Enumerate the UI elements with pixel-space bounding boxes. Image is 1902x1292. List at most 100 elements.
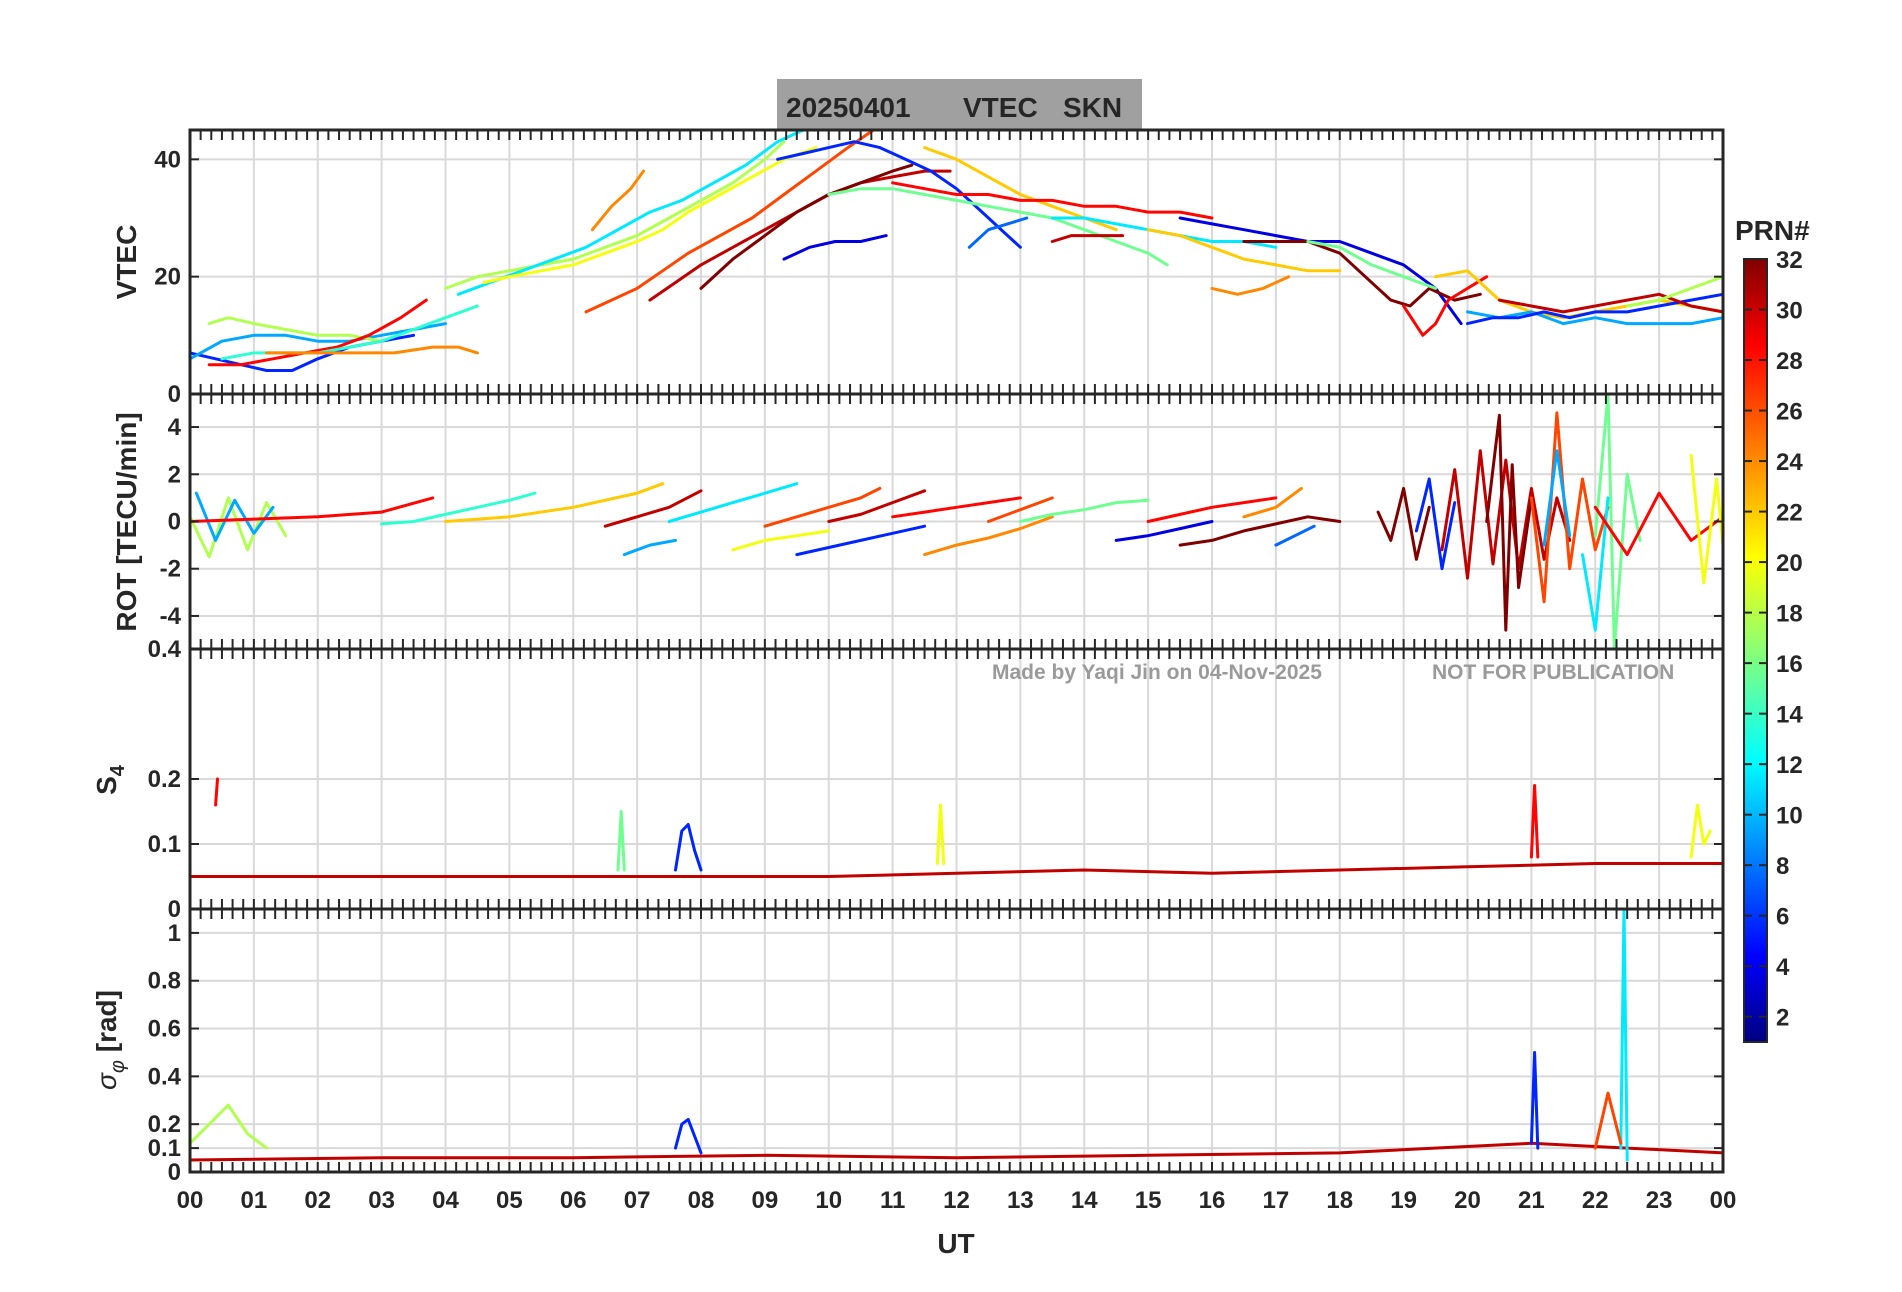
- watermark-author: Made by Yaqi Jin on 04-Nov-2025: [992, 661, 1322, 684]
- series-line-prn-6: [674, 823, 703, 872]
- series-line-prn-8: [1274, 524, 1316, 547]
- series-line-prn-26: [763, 486, 882, 528]
- x-tick-label: 21: [1518, 1187, 1545, 1214]
- x-tick-label: 06: [560, 1187, 587, 1214]
- title-station: SKN: [1063, 92, 1122, 123]
- chart-title: 20250401 VTEC SKN: [777, 79, 1142, 130]
- s4-ticks: 0 0.1 0.2 0.4: [148, 636, 1724, 923]
- series-line-prn-10: [188, 322, 447, 361]
- x-tick-labels: 00 01 02 03 04 05 06 07 08 09 10 11 12 13 14 15 16 17 18 19…: [177, 1187, 1737, 1214]
- x-tick-label: 10: [815, 1187, 842, 1214]
- y-tick-label: 0.1: [148, 831, 181, 858]
- series-line-prn-24: [1242, 486, 1303, 519]
- x-tick-label: 07: [624, 1187, 651, 1214]
- x-tick-label: 23: [1646, 1187, 1673, 1214]
- s4-ylabel: S4: [91, 764, 129, 795]
- series-line-prn-30: [188, 1141, 1725, 1162]
- series-line-prn-6: [1466, 292, 1725, 326]
- x-tick-label: 01: [241, 1187, 268, 1214]
- y-tick-label: 0.4: [148, 1063, 182, 1090]
- series-line-prn-10: [1542, 449, 1572, 547]
- series-line-prn-18: [188, 496, 288, 559]
- series-line-prn-12: [1619, 907, 1629, 1162]
- y-tick-label: -4: [160, 603, 182, 630]
- y-tick-label: 0: [168, 896, 181, 923]
- series-line-prn-30: [827, 489, 927, 523]
- x-tick-label: 09: [752, 1187, 779, 1214]
- series-line-prn-28: [1146, 496, 1278, 523]
- series-line-prn-6: [1414, 477, 1457, 571]
- x-tick-label: 00: [177, 1187, 204, 1214]
- series-line-prn-26: [1593, 1091, 1623, 1150]
- series-line-prn-24: [923, 515, 1054, 557]
- colorbar-label: PRN#: [1735, 215, 1810, 246]
- y-tick-label: 40: [154, 146, 181, 173]
- series-line-prn-12: [456, 128, 805, 296]
- colorbar-tick-label: 10: [1776, 803, 1803, 830]
- series-line-prn-30: [1497, 292, 1725, 314]
- panel-vtec: 0 20 40 VTEC: [111, 128, 1725, 408]
- x-tick-label: 08: [688, 1187, 715, 1214]
- series-line-prn-10: [1466, 310, 1725, 326]
- series-line-prn-28: [1529, 784, 1540, 859]
- series-line-prn-4: [1114, 520, 1214, 542]
- series-line-prn-4: [782, 234, 888, 261]
- title-date: 20250401: [786, 92, 911, 123]
- series-line-prn-10: [194, 491, 275, 542]
- series-line-prn-28: [207, 298, 428, 367]
- series-line-prn-20: [1689, 453, 1725, 585]
- vtec-ylabel: VTEC: [111, 225, 142, 300]
- watermark-notice: NOT FOR PUBLICATION: [1432, 661, 1674, 684]
- series-line-prn-26: [584, 128, 875, 314]
- series-line-prn-20: [1689, 803, 1712, 859]
- series-line-prn-6: [776, 140, 1022, 249]
- colorbar-tick-label: 28: [1776, 348, 1803, 375]
- panel-sigma-phi: 00.10.2 0.4 0.6 0.8 1 σφ [rad]: [91, 907, 1725, 1186]
- x-tick-label: 17: [1263, 1187, 1290, 1214]
- vtec-grid: [190, 130, 1723, 394]
- x-tick-label: 14: [1071, 1187, 1098, 1214]
- series-line-prn-30: [1050, 234, 1125, 243]
- series-line-prn-16: [1018, 498, 1150, 523]
- x-tick-label: 00: [1710, 1187, 1737, 1214]
- sigma-phi-ylabel: σφ [rad]: [91, 990, 129, 1090]
- series-line-prn-6: [1529, 1051, 1540, 1150]
- series-line-prn-6: [674, 1117, 703, 1155]
- sigma-phi-grid: [190, 909, 1723, 1172]
- sigma-phi-series: [188, 907, 1725, 1162]
- y-tick-label: 0: [168, 509, 181, 536]
- x-tick-label: 04: [432, 1187, 459, 1214]
- colorbar-tick-label: 26: [1776, 399, 1803, 426]
- series-line-prn-16: [827, 187, 1169, 267]
- series-line-prn-18: [188, 1103, 269, 1150]
- series-line-prn-28: [891, 181, 1214, 220]
- colorbar-tick-label: 6: [1776, 904, 1789, 931]
- colorbar-tick-label: 2: [1776, 1005, 1789, 1032]
- y-tick-label: 0.2: [148, 766, 181, 793]
- series-line-prn-32: [1485, 413, 1533, 632]
- y-tick-label: 0: [168, 1159, 181, 1186]
- series-line-prn-30: [188, 862, 1725, 878]
- series-line-prn-12: [667, 482, 799, 523]
- x-tick-label: 13: [1007, 1187, 1034, 1214]
- y-tick-label: 0.4: [148, 636, 182, 663]
- series-line-prn-24: [590, 169, 645, 232]
- series-line-prn-14: [380, 491, 537, 526]
- vtec-ticks: 0 20 40: [154, 130, 1724, 408]
- series-line-prn-24: [265, 345, 479, 355]
- series-line-prn-28: [214, 777, 219, 807]
- series-line-prn-18: [444, 140, 786, 290]
- x-tick-label: 12: [943, 1187, 970, 1214]
- series-line-prn-26: [1529, 411, 1610, 604]
- x-tick-label: 16: [1199, 1187, 1226, 1214]
- x-tick-label: 11: [880, 1187, 905, 1214]
- series-line-prn-32: [699, 163, 914, 290]
- series-line-prn-12: [1581, 496, 1610, 632]
- x-tick-label: 18: [1326, 1187, 1353, 1214]
- x-axis-label: UT: [937, 1228, 974, 1259]
- colorbar-tick-label: 4: [1776, 954, 1790, 981]
- panel-s4: 0 0.1 0.2 0.4 S4 Made by Yaqi Jin on 04-Nov…: [91, 636, 1725, 923]
- colorbar-tick-label: 8: [1776, 853, 1789, 880]
